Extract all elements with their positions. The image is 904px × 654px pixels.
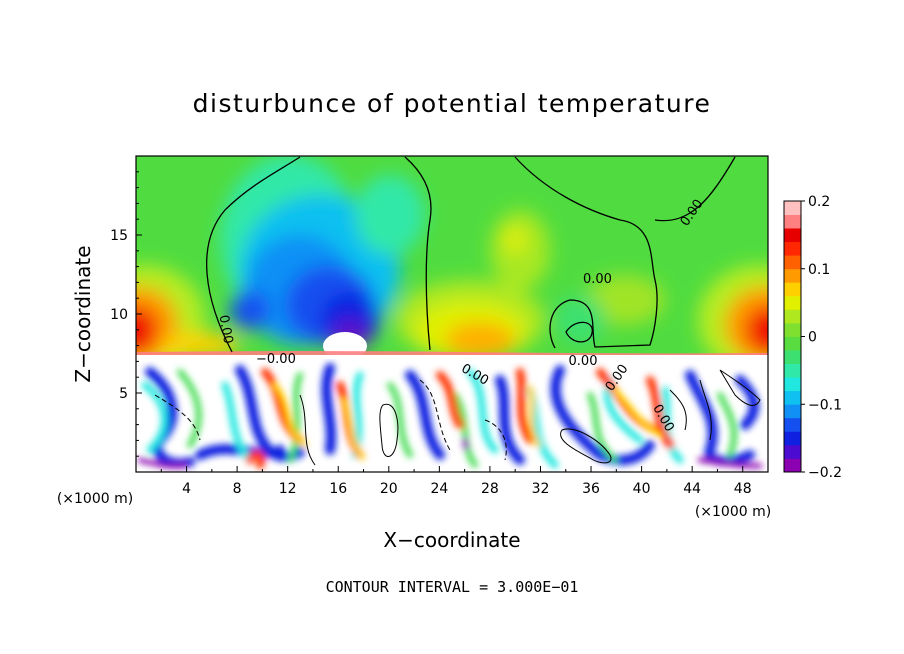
colorbar-swatch bbox=[784, 201, 801, 215]
x-tick-label: 44 bbox=[683, 481, 701, 497]
y-tick-label: 10 bbox=[110, 307, 128, 323]
x-tick-label: 16 bbox=[329, 481, 347, 497]
contour-label: 0.00 bbox=[583, 272, 612, 287]
x-tick-label: 24 bbox=[430, 481, 448, 497]
colorbar-swatch bbox=[784, 336, 801, 351]
x-tick-label: 32 bbox=[532, 481, 550, 497]
contour-interval-note: CONTOUR INTERVAL = 3.000E−01 bbox=[326, 578, 579, 596]
colorbar-swatch bbox=[784, 377, 801, 392]
colorbar-swatch bbox=[784, 241, 801, 256]
colorbar-swatch bbox=[784, 404, 801, 419]
x-tick-label: 28 bbox=[481, 481, 499, 497]
contour-label: 0.00 bbox=[216, 314, 236, 345]
lower-field bbox=[136, 359, 768, 472]
x-axis-unit-left: (×1000 m) bbox=[57, 491, 133, 507]
colorbar-swatch bbox=[784, 255, 801, 270]
colorbar-swatch bbox=[784, 322, 801, 337]
x-axis: 4 8 12 16 20 24 28 32 36 40 44 48 bbox=[160, 466, 752, 497]
colorbar-swatch bbox=[784, 431, 801, 446]
colorbar-swatch bbox=[784, 363, 801, 378]
colorbar-swatch bbox=[784, 268, 801, 283]
x-tick-label: 40 bbox=[633, 481, 651, 497]
x-tick-label: 20 bbox=[380, 481, 398, 497]
colorbar-swatch bbox=[784, 417, 801, 432]
y-axis: 5 10 15 bbox=[110, 171, 142, 457]
x-axis-title: X−coordinate bbox=[383, 528, 520, 552]
colorbar-swatch bbox=[784, 309, 801, 324]
colorbar-swatch bbox=[784, 228, 801, 243]
colorbar-swatch bbox=[784, 214, 801, 229]
x-tick-label: 4 bbox=[182, 481, 191, 497]
colorbar-tick-label: −0.2 bbox=[808, 465, 842, 481]
x-tick-label: 12 bbox=[279, 481, 297, 497]
colorbar-tick-label: 0.1 bbox=[808, 262, 830, 278]
colorbar-swatch bbox=[784, 444, 801, 459]
colorbar: 0.2 0.1 0 −0.1 −0.2 bbox=[783, 194, 842, 481]
x-tick-label: 48 bbox=[734, 481, 752, 497]
chart-title: disturbunce of potential temperature bbox=[193, 89, 712, 118]
y-tick-label: 15 bbox=[110, 228, 128, 244]
x-axis-unit-right: (×1000 m) bbox=[695, 504, 771, 520]
x-tick-label: 8 bbox=[233, 481, 242, 497]
colorbar-swatch bbox=[784, 295, 801, 310]
contour-label: −0.00 bbox=[256, 352, 296, 367]
contour-label: 0.00 bbox=[569, 354, 598, 369]
colorbar-tick-label: −0.1 bbox=[808, 397, 842, 413]
colorbar-swatch bbox=[784, 282, 801, 297]
colorbar-swatch bbox=[784, 390, 801, 405]
upper-field bbox=[136, 156, 768, 359]
colorbar-swatch bbox=[784, 458, 801, 473]
colorbar-tick-label: 0.2 bbox=[808, 194, 830, 210]
colorbar-tick-label: 0 bbox=[808, 330, 817, 346]
colorbar-swatch bbox=[784, 350, 801, 364]
x-tick-label: 36 bbox=[582, 481, 600, 497]
y-axis-title: Z−coordinate bbox=[71, 245, 95, 382]
y-tick-label: 5 bbox=[119, 386, 128, 402]
